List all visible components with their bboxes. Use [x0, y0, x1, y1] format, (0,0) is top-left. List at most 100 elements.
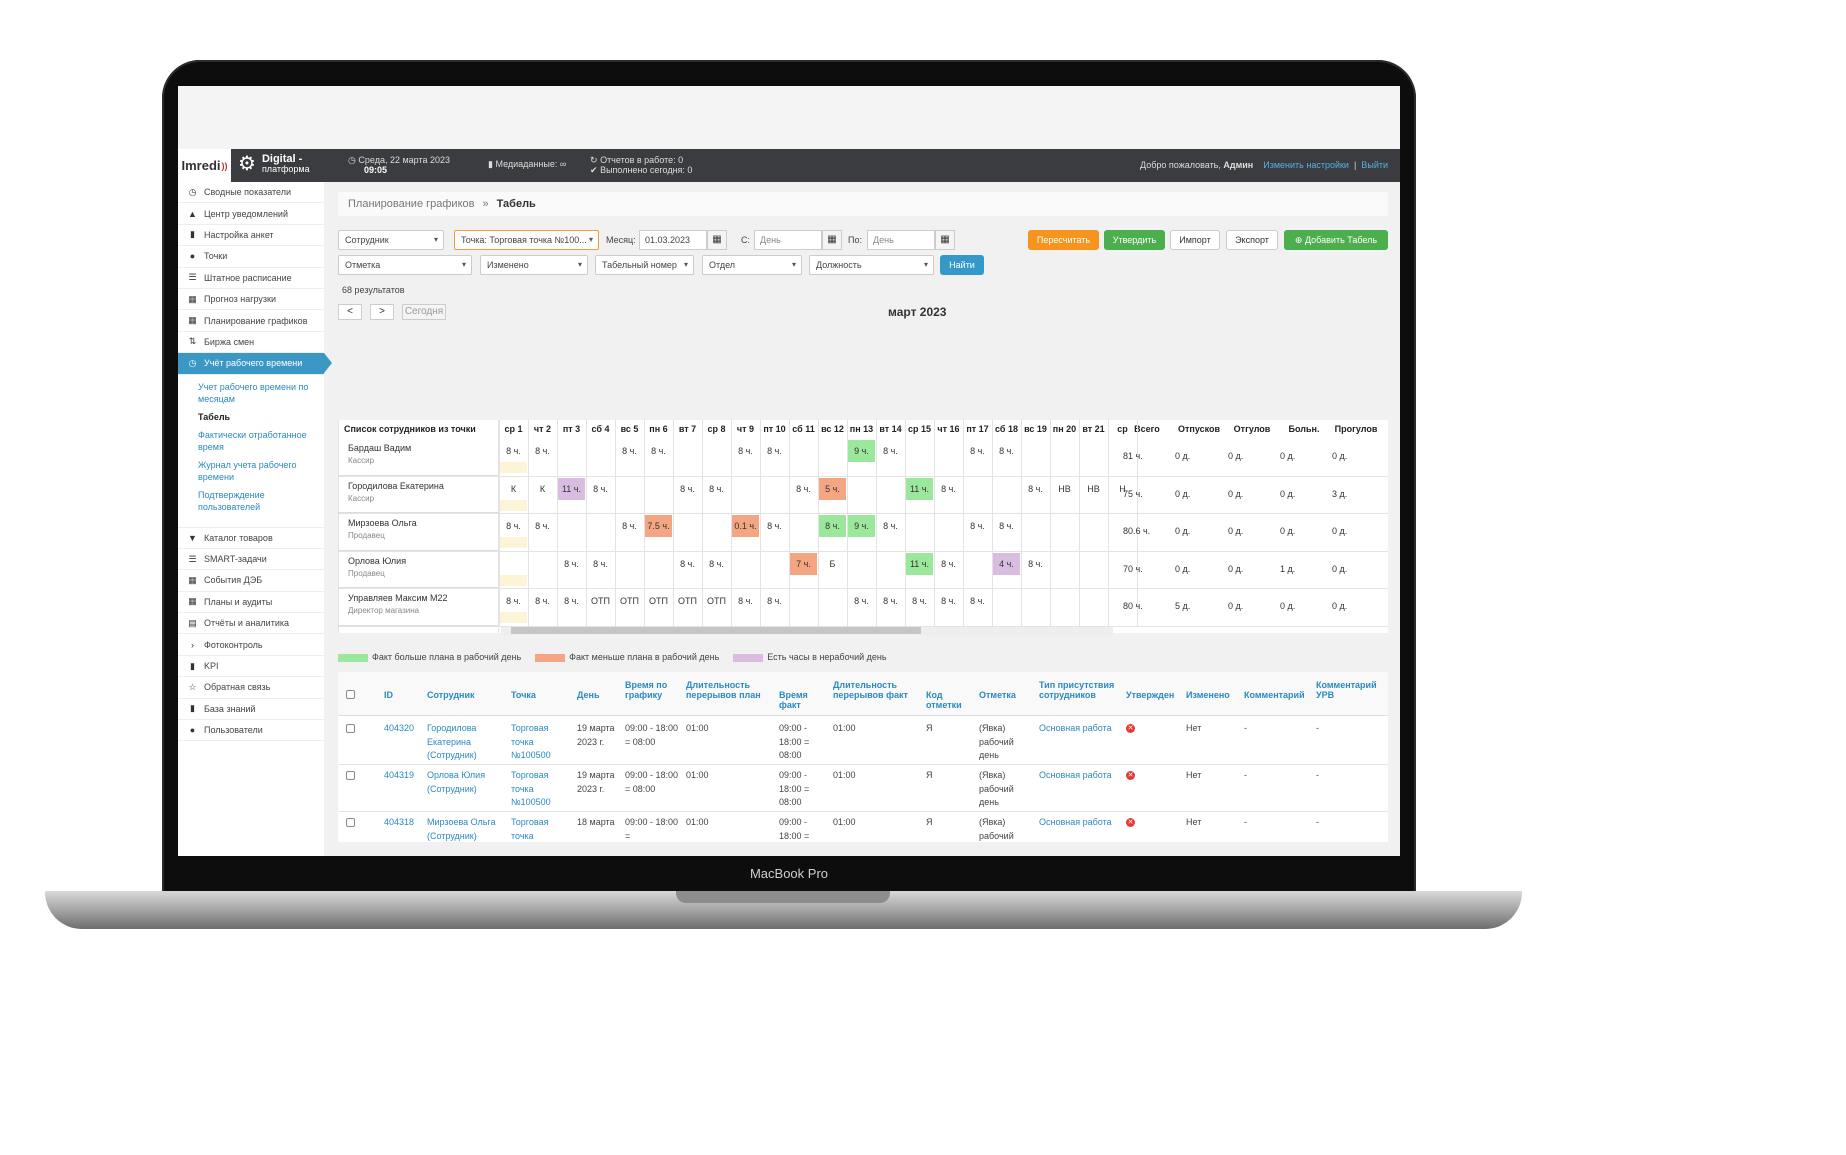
mark-select[interactable]: Отметка	[338, 255, 472, 275]
day-cell[interactable]: 8 ч.	[564, 558, 579, 569]
column-header[interactable]: ID	[384, 690, 393, 700]
day-cell[interactable]: 8 ч.	[593, 558, 608, 569]
sidebar-item[interactable]: ☆ Обратная связь	[178, 677, 324, 699]
day-cell[interactable]	[616, 478, 643, 500]
column-header[interactable]: Тип присутствия сотрудников	[1039, 680, 1115, 700]
day-cell[interactable]: 8 ч.	[1028, 483, 1043, 494]
day-cell[interactable]	[674, 440, 701, 462]
day-cell[interactable]: 9 ч.	[848, 515, 875, 538]
day-cell[interactable]: Б	[829, 558, 836, 569]
scrollbar-thumb[interactable]	[511, 627, 921, 634]
day-cell[interactable]: 8 ч.	[680, 558, 695, 569]
record-employee[interactable]: Мирзоева Ольга (Сотрудник)	[427, 817, 496, 841]
day-cell[interactable]: 8 ч.	[535, 596, 550, 607]
day-cell[interactable]: 7 ч.	[790, 552, 817, 575]
day-cell[interactable]: НВ	[1087, 483, 1100, 494]
day-cell[interactable]: 8 ч.	[970, 596, 985, 607]
sidebar-subitem[interactable]: Табель	[198, 411, 231, 422]
day-cell[interactable]	[645, 553, 672, 575]
day-cell[interactable]: 8 ч.	[883, 446, 898, 456]
department-select[interactable]: Отдел	[702, 255, 802, 275]
from-date-input[interactable]: День	[754, 230, 822, 250]
day-cell[interactable]: ОТП	[707, 596, 726, 607]
record-presence[interactable]: Основная работа	[1039, 723, 1112, 733]
day-cell[interactable]	[993, 478, 1020, 500]
day-cell[interactable]	[1051, 440, 1078, 462]
employee-cell[interactable]: Городилова Екатерина Кассир	[338, 476, 498, 514]
employee-cell[interactable]: Мирзоева Ольга Продавец	[338, 513, 498, 551]
column-header[interactable]: Точка	[511, 690, 536, 700]
day-cell[interactable]: 8 ч.	[883, 596, 898, 607]
day-cell[interactable]	[1051, 553, 1078, 575]
day-cell[interactable]: 8 ч.	[999, 446, 1014, 456]
day-cell[interactable]	[819, 590, 846, 612]
sidebar-subitem[interactable]: Учет рабочего времени по месяцам	[198, 381, 309, 404]
sidebar-item[interactable]: ▲ Центр уведомлений	[178, 203, 324, 225]
day-cell[interactable]: 8 ч.	[941, 596, 956, 607]
column-header[interactable]: Код отметки	[926, 690, 962, 710]
record-employee[interactable]: Орлова Юлия (Сотрудник)	[427, 770, 486, 794]
sidebar-item[interactable]: ☰ Штатное расписание	[178, 268, 324, 289]
month-input[interactable]: 01.03.2023	[639, 230, 707, 250]
from-calendar-icon[interactable]: ▦	[822, 230, 842, 250]
day-cell[interactable]: К	[539, 483, 546, 494]
day-cell[interactable]: 9 ч.	[848, 440, 875, 462]
breadcrumb-parent[interactable]: Планирование графиков	[348, 198, 475, 210]
day-cell[interactable]: 11 ч.	[906, 477, 933, 500]
day-cell[interactable]: 7.5 ч.	[645, 515, 672, 538]
changed-select[interactable]: Изменено	[480, 255, 588, 275]
day-cell[interactable]: ОТП	[649, 596, 668, 607]
sidebar-item[interactable]: ▼ Каталог товаров	[178, 528, 324, 549]
sidebar-item[interactable]: ◷ Сводные показатели	[178, 182, 324, 204]
record-point[interactable]: Торговая точка №100500	[511, 770, 551, 807]
day-cell[interactable]	[964, 478, 991, 500]
day-cell[interactable]	[877, 478, 904, 500]
day-cell[interactable]	[877, 553, 904, 575]
imredi-logo[interactable]: Imredi))	[178, 149, 231, 182]
record-point[interactable]: Торговая точка	[511, 817, 549, 841]
day-cell[interactable]	[848, 553, 875, 575]
add-timesheet-button[interactable]: ⊕ Добавить Табель	[1284, 230, 1388, 250]
day-cell[interactable]: 8 ч.	[564, 596, 579, 607]
sidebar-subitem[interactable]: Подтверждение пользователей	[198, 489, 265, 512]
row-checkbox[interactable]	[346, 724, 355, 733]
day-cell[interactable]	[790, 515, 817, 537]
day-cell[interactable]	[848, 478, 875, 500]
day-cell[interactable]: ОТП	[678, 596, 697, 607]
row-checkbox[interactable]	[346, 818, 355, 827]
column-header[interactable]: Время факт	[779, 690, 808, 710]
day-cell[interactable]: 8 ч.	[883, 521, 898, 532]
day-cell[interactable]: 8 ч.	[767, 446, 782, 456]
day-cell[interactable]	[906, 515, 933, 537]
day-cell[interactable]: 8 ч.	[622, 446, 637, 456]
day-cell[interactable]: 8 ч.	[535, 521, 550, 532]
day-cell[interactable]	[616, 553, 643, 575]
day-cell[interactable]: 8 ч.	[819, 515, 846, 538]
record-id[interactable]: 404319	[384, 770, 415, 780]
day-cell[interactable]	[732, 478, 759, 500]
column-header[interactable]: День	[577, 690, 600, 700]
column-header[interactable]: Утвержден	[1126, 690, 1175, 700]
day-cell[interactable]: 8 ч.	[999, 521, 1014, 532]
day-cell[interactable]: 8 ч.	[651, 446, 666, 456]
day-cell[interactable]: Н	[1119, 483, 1126, 494]
day-cell[interactable]: 8 ч.	[709, 483, 724, 494]
day-cell[interactable]: 0.1 ч.	[732, 515, 759, 538]
day-cell[interactable]	[1051, 515, 1078, 537]
sidebar-item[interactable]: ◷ Учёт рабочего времени	[178, 353, 332, 375]
column-header[interactable]: Время по графику	[625, 680, 668, 700]
find-button[interactable]: Найти	[940, 255, 984, 275]
column-header[interactable]: Комментарий УРВ	[1316, 680, 1377, 700]
position-select[interactable]: Должность	[809, 255, 934, 275]
day-cell[interactable]	[732, 553, 759, 575]
day-cell[interactable]	[587, 440, 614, 462]
day-cell[interactable]: 8 ч.	[738, 446, 753, 456]
settings-link[interactable]: Изменить настройки	[1263, 160, 1349, 170]
day-cell[interactable]: 8 ч.	[535, 446, 550, 456]
day-cell[interactable]: НВ	[1058, 483, 1071, 494]
sidebar-item[interactable]: ● Точки	[178, 246, 324, 268]
record-presence[interactable]: Основная работа	[1039, 770, 1112, 780]
day-cell[interactable]: 8 ч.	[738, 596, 753, 607]
day-cell[interactable]: 8 ч.	[506, 596, 521, 607]
day-cell[interactable]: 8 ч.	[970, 521, 985, 532]
